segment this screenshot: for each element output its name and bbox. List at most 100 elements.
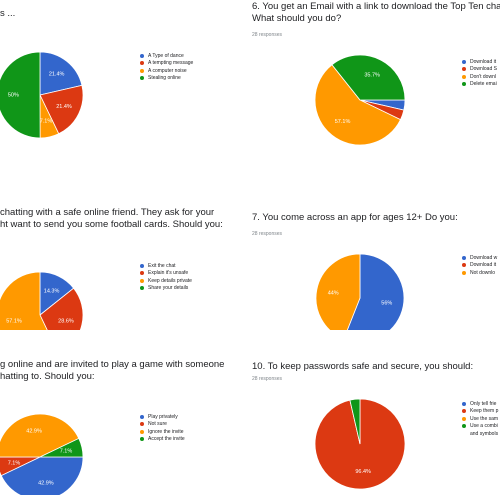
- legend-label: A computer noise: [148, 67, 187, 74]
- legend-label: Download w: [470, 254, 498, 261]
- legend-label: Only tell frie: [470, 400, 497, 407]
- question-title-line2: What should you do?: [252, 13, 342, 24]
- legend-item: A tempting message: [140, 60, 193, 68]
- legend-swatch: [140, 53, 144, 58]
- legend-item: Download it: [462, 58, 497, 66]
- legend-swatch: [140, 422, 144, 427]
- legend-item: Use a combi: [462, 423, 498, 431]
- legend-swatch: [462, 59, 466, 64]
- pie-slice: [349, 398, 361, 445]
- question-title-line2: hatting to. Should you:: [0, 371, 95, 382]
- slice-label: 96.4%: [355, 469, 371, 475]
- legend: Play privately Not sure Ignore the invite A…: [140, 413, 185, 443]
- slice-label: 35.7%: [364, 72, 380, 78]
- pie-slice: [314, 64, 402, 146]
- legend-label: Ignore the invite: [148, 428, 184, 435]
- legend-label: Don't downl: [470, 73, 496, 80]
- chart-panel-2: chatting with a safe online friend. They…: [0, 165, 250, 330]
- question-title: g online and are invited to play a game …: [0, 359, 225, 370]
- chart-panel-5: 10. To keep passwords safe and secure, y…: [250, 330, 500, 495]
- legend-item: Download w: [462, 254, 497, 262]
- legend-label: Accept the invite: [148, 436, 185, 443]
- legend-label: Use the sam: [470, 415, 499, 422]
- legend-item: Stealing online: [140, 75, 193, 83]
- slice-label: 42.9%: [26, 428, 42, 434]
- legend-item: Exit the chat: [140, 262, 192, 270]
- pie-slice: [0, 456, 84, 495]
- legend-swatch: [140, 429, 144, 434]
- legend-swatch: [140, 278, 144, 283]
- legend-item: Download S: [462, 66, 497, 74]
- legend-item: A computer noise: [140, 67, 193, 75]
- response-count: 28 responses: [252, 32, 283, 38]
- slice-label: 7.1%: [60, 449, 73, 455]
- legend: Download it Download S Don't downl Delete e…: [462, 58, 497, 88]
- pie-slice: [315, 253, 361, 330]
- legend-label: Exit the chat: [148, 262, 176, 269]
- legend-item: Not downlo: [462, 269, 497, 277]
- slice-label: 57.1%: [335, 119, 351, 125]
- legend-label: Keep them p: [470, 408, 499, 415]
- slice-label: 57.1%: [6, 318, 22, 324]
- slice-label: 56%: [381, 301, 392, 307]
- legend-item: Not sure: [140, 421, 185, 429]
- legend-item: Play privately: [140, 413, 185, 421]
- legend-label: Explain it's unsafe: [148, 270, 189, 277]
- question-title: 6. You get an Email with a link to downl…: [252, 1, 500, 12]
- legend-swatch: [462, 263, 466, 268]
- legend-item: Ignore the invite: [140, 428, 185, 436]
- legend-item: and symbols: [462, 430, 498, 438]
- legend-label: Not downlo: [470, 269, 496, 276]
- pie-slice: [0, 456, 41, 477]
- slice-label: 44%: [328, 290, 339, 296]
- pie-slice: [331, 54, 406, 101]
- legend-swatch: [462, 270, 466, 275]
- slice-label: 7.1%: [8, 460, 21, 466]
- legend-item: Delete emai: [462, 81, 497, 89]
- pie-chart: 56% 44%: [315, 253, 405, 330]
- legend-item: Keep details private: [140, 277, 192, 285]
- chart-panel-4: g online and are invited to play a game …: [0, 330, 250, 495]
- legend-swatch: [140, 271, 144, 276]
- slice-label: 14.3%: [44, 288, 60, 294]
- legend-item: A Type of dance: [140, 52, 193, 60]
- pie-slice: [39, 51, 83, 96]
- legend-label: Download it: [470, 58, 497, 65]
- legend-label: Download it: [470, 262, 497, 269]
- legend-label: A Type of dance: [148, 52, 184, 59]
- legend-label: and symbols: [470, 430, 499, 437]
- legend-swatch: [462, 416, 466, 421]
- legend-label: Download S: [470, 66, 497, 73]
- legend-swatch: [140, 68, 144, 73]
- pie-chart: 96.4%: [314, 398, 406, 490]
- legend-label: Not sure: [148, 421, 167, 428]
- legend-swatch: [462, 74, 466, 79]
- question-title-line2: ht want to send you some football cards.…: [0, 219, 223, 230]
- legend-item: Explain it's unsafe: [140, 270, 192, 278]
- legend-swatch: [140, 414, 144, 419]
- legend-swatch: [140, 437, 144, 442]
- legend: Download w Download it Not downlo: [462, 254, 497, 277]
- slice-label: 50%: [8, 92, 19, 98]
- legend-item: Keep them p: [462, 408, 498, 416]
- legend-swatch: [462, 67, 466, 72]
- legend-swatch: [462, 424, 466, 429]
- pie-slice: [39, 84, 84, 135]
- pie-slice: [0, 51, 41, 139]
- legend-swatch: [140, 286, 144, 291]
- legend-item: Share your details: [140, 285, 192, 293]
- legend-label: Share your details: [148, 285, 189, 292]
- legend-swatch: [462, 409, 466, 414]
- chart-panel-0: s ... 21.4% 21.4% 7.1% 50% A Type of dance A…: [0, 0, 250, 165]
- legend-swatch: [462, 82, 466, 87]
- slice-label: 42.9%: [38, 480, 54, 486]
- legend-item: Use the sam: [462, 415, 498, 423]
- pie-chart: 57.1% 35.7%: [314, 54, 406, 146]
- pie-slice: [346, 253, 405, 330]
- response-count: 28 responses: [252, 376, 283, 382]
- slice-label: 28.6%: [58, 318, 74, 324]
- pie-slice: [39, 287, 84, 330]
- legend: A Type of dance A tempting message A compu…: [140, 52, 193, 82]
- pie-chart: 21.4% 21.4% 7.1% 50%: [0, 51, 84, 139]
- pie-chart: 42.9% 7.1% 42.9% 7.1%: [0, 413, 84, 495]
